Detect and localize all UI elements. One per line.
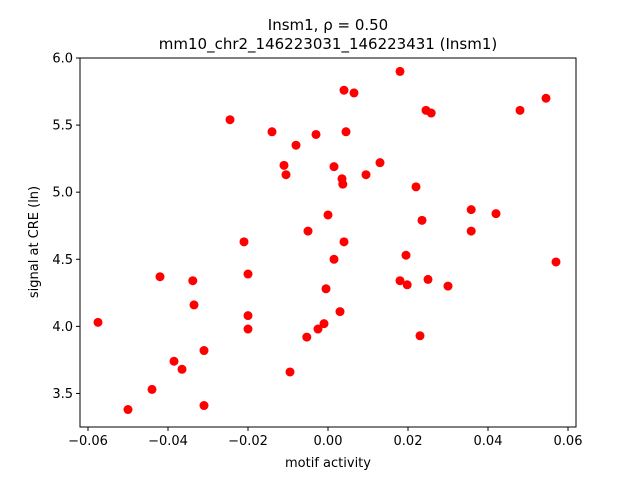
scatter-point (279, 160, 289, 170)
scatter-point (243, 269, 253, 279)
scatter-point (267, 127, 277, 137)
scatter-point (395, 66, 405, 76)
y-tick-label: 6.0 (52, 52, 73, 67)
scatter-point (169, 356, 179, 366)
chart-title-line1: Insm1, ρ = 0.50 (268, 16, 388, 34)
x-tick-label: 0.00 (314, 434, 343, 449)
x-tick-label: −0.04 (148, 434, 188, 449)
scatter-point (411, 182, 421, 192)
scatter-point (285, 367, 295, 377)
scatter-point (302, 332, 312, 342)
scatter-point (147, 384, 157, 394)
scatter-point (466, 226, 476, 236)
scatter-point (339, 85, 349, 95)
scatter-point (177, 364, 187, 374)
scatter-point (199, 401, 209, 411)
chart-title-line2: mm10_chr2_146223031_146223431 (Insm1) (159, 35, 497, 54)
scatter-point (199, 346, 209, 356)
scatter-point (225, 115, 235, 125)
scatter-point (281, 170, 291, 180)
scatter-point (417, 215, 427, 225)
scatter-point (426, 108, 436, 118)
scatter-point (329, 254, 339, 264)
scatter-point (329, 162, 339, 172)
scatter-point (423, 274, 433, 284)
y-axis-label: signal at CRE (ln) (27, 186, 42, 298)
x-axis-label: motif activity (285, 456, 371, 471)
ticks-layer: −0.06 −0.04 −0.02 0.00 0.02 0.04 0.06 3.5 4.0 4.5… (52, 52, 582, 450)
scatter-point (395, 276, 405, 286)
scatter-point (341, 127, 351, 137)
scatter-point (491, 209, 501, 219)
points-layer (93, 66, 561, 415)
scatter-point (93, 317, 103, 327)
scatter-point (349, 88, 359, 98)
scatter-point (321, 284, 331, 294)
plot-frame (79, 57, 577, 428)
y-tick-label: 5.5 (52, 119, 73, 134)
y-tick-label: 4.5 (52, 253, 73, 268)
scatter-point (319, 319, 329, 329)
x-tick-label: 0.02 (394, 434, 423, 449)
scatter-point (361, 170, 371, 180)
scatter-point (335, 307, 345, 317)
scatter-point (243, 324, 253, 334)
x-tick-label: 0.06 (554, 434, 583, 449)
x-tick-label: −0.06 (68, 434, 108, 449)
scatter-point (188, 276, 198, 286)
scatter-point (551, 257, 561, 267)
scatter-point (303, 226, 313, 236)
scatter-point (155, 272, 165, 282)
scatter-point (515, 105, 525, 115)
y-tick-label: 3.5 (52, 387, 73, 402)
scatter-point (375, 158, 385, 168)
scatter-point (243, 311, 253, 321)
scatter-point (338, 179, 348, 189)
scatter-point (402, 280, 412, 290)
scatter-point (313, 324, 323, 334)
scatter-point (323, 210, 333, 220)
scatter-point (189, 300, 199, 310)
scatter-point (311, 129, 321, 139)
scatter-point (415, 331, 425, 341)
scatter-point (541, 93, 551, 103)
y-tick-label: 5.0 (52, 186, 73, 201)
scatter-point (339, 237, 349, 247)
scatter-point (239, 237, 249, 247)
scatter-point (466, 205, 476, 215)
x-tick-label: −0.02 (228, 434, 268, 449)
scatter-point (291, 140, 301, 150)
scatter-point (443, 281, 453, 291)
x-tick-label: 0.04 (474, 434, 503, 449)
scatter-point (123, 405, 133, 415)
y-tick-label: 4.0 (52, 320, 73, 335)
scatter-point (401, 250, 411, 260)
